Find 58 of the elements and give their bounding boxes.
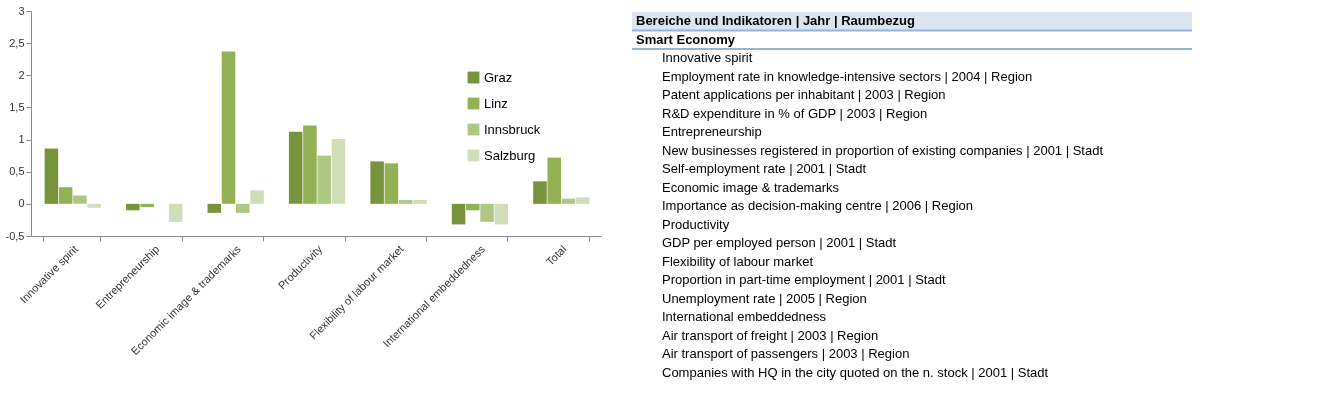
bar [533,181,547,204]
legend-label: Innsbruck [484,121,541,137]
y-tick-label: 3 [18,4,25,17]
y-tick-label: 2 [18,68,25,81]
bar [384,163,399,204]
bar [236,203,250,213]
text: Patent applications per inhabitant | 2003 | Region [662,87,946,103]
text: Companies with HQ in the city quoted on the n. stock | 2001 | Stadt [662,364,1049,380]
bar [331,138,346,204]
text: New businesses registered in proportion of existing companies | 2001 | Stadt [662,142,1104,158]
legend-label: Linz [484,95,508,111]
bar [370,161,384,204]
text: International embeddedness [662,309,827,325]
bar [547,157,561,204]
bar [303,125,317,204]
text: Unemployment rate | 2005 | Region [662,290,867,306]
legend-label: Salzburg [484,147,536,163]
text: Importance as decision-making centre | 2006 | Region [662,198,973,214]
bar [575,197,590,204]
bar [207,203,222,213]
bar [561,198,576,204]
bar [87,203,101,208]
y-tick-label: 1,5 [9,100,25,113]
bar [288,131,303,204]
bar [168,203,183,222]
y-tick-label: 0 [18,197,25,210]
text: Entrepreneurship [662,124,762,140]
text: Innovative spirit [662,50,753,66]
bar [44,148,59,204]
y-tick-label: 1 [18,133,25,146]
y-tick-label: 0,5 [9,165,25,178]
bar [398,200,413,204]
text: Productivity [662,216,730,232]
bar [140,203,154,208]
bar [73,195,87,204]
legend-label: Graz [484,69,513,85]
bar [126,203,140,211]
text: Air transport of passengers | 2003 | Region [662,346,910,362]
bar [221,51,236,204]
bar [58,187,73,204]
bar [480,203,494,222]
bar [250,190,264,204]
text: R&D expenditure in % of GDP | 2003 | Region [662,105,928,121]
text: Bereiche und Indikatoren | Jahr | Raumbezug [636,13,915,29]
text: GDP per employed person | 2001 | Stadt [662,235,897,251]
text: Proportion in part-time employment | 2001 | Stadt [662,272,946,288]
y-tick-label: -0,5 [5,229,25,242]
text: Air transport of freight | 2003 | Region [662,327,879,343]
text: Smart Economy [636,31,736,47]
text: Economic image & trademarks [662,179,840,195]
y-tick-label: 2,5 [9,36,25,49]
bar [413,200,427,204]
text: Self-employment rate | 2001 | Stadt [662,161,867,177]
bar [494,203,509,225]
bar [317,155,331,204]
bar [451,203,466,225]
bar [466,203,480,211]
text: Employment rate in knowledge-intensive sectors | 2004 | Region [662,68,1033,84]
